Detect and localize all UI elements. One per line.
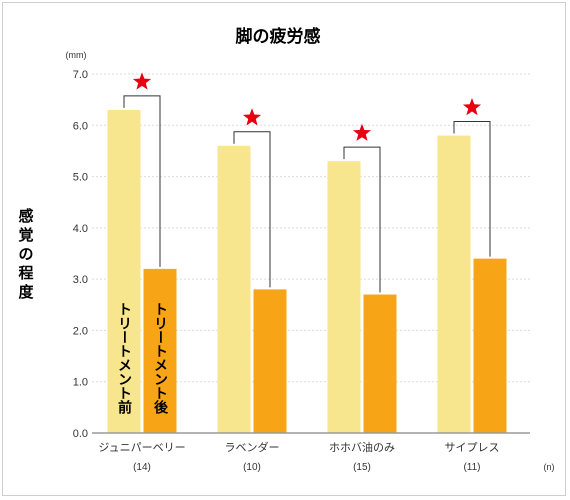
x-category-label: サイプレス: [445, 441, 500, 454]
y-axis-label-char: 覚: [18, 226, 33, 244]
x-category-label: ラベンダー: [225, 440, 280, 454]
bar-before: [107, 109, 141, 434]
bar-after: [473, 258, 507, 433]
y-tick-label: 4.0: [73, 223, 88, 235]
y-axis-label-char: 程: [18, 264, 33, 282]
significance-star: [352, 123, 372, 141]
x-category-label: ホホバ油のみ: [329, 440, 395, 454]
series-label-before: トリートメント前: [116, 302, 132, 415]
bars: [107, 109, 507, 434]
bar-after: [363, 294, 397, 433]
y-unit-label: (mm): [66, 50, 87, 60]
significance-star: [462, 98, 482, 116]
bar-after: [143, 268, 177, 433]
x-category-label: ジュニパーベリー: [98, 441, 185, 454]
significance-bracket: [453, 121, 491, 257]
x-count-label: (11): [463, 462, 480, 473]
x-unit-label: (n): [544, 462, 555, 472]
significance-star: [242, 108, 262, 126]
y-axis-label-char: 感: [18, 207, 33, 225]
bar-before: [217, 145, 251, 434]
x-count-label: (10): [243, 462, 261, 473]
y-tick-label: 7.0: [73, 69, 88, 81]
x-category-labels: ジュニパーベリー (14) ラベンダー (10) ホホバ油のみ (15) サイプレス (11): [98, 440, 499, 473]
bar-before: [327, 161, 361, 433]
significance-bracket: [123, 95, 161, 267]
y-tick-label: 3.0: [73, 274, 88, 286]
legend-in-bar-labels: トリートメント前 トリートメント後: [116, 302, 168, 415]
significance-brackets: [123, 72, 491, 293]
series-label-after: トリートメント後: [152, 302, 168, 415]
significance-star: [132, 72, 152, 90]
y-tick-label: 5.0: [73, 172, 88, 184]
x-count-label: (14): [133, 462, 151, 473]
y-tick-label: 6.0: [73, 120, 88, 132]
y-tick-labels: 0.0 1.0 2.0 3.0 4.0 5.0 6.0 7.0: [73, 69, 88, 440]
significance-bracket: [233, 131, 271, 288]
y-axis-label-char: 度: [18, 283, 34, 301]
bar-before: [437, 135, 471, 434]
y-axis-label-char: の: [18, 245, 33, 263]
y-tick-label: 2.0: [73, 325, 88, 337]
x-count-label: (15): [353, 462, 371, 473]
significance-bracket: [343, 146, 381, 293]
chart-title: 脚の疲労感: [236, 26, 321, 47]
y-tick-label: 1.0: [73, 377, 88, 389]
y-tick-label: 0.0: [73, 428, 88, 440]
bar-after: [253, 289, 287, 433]
